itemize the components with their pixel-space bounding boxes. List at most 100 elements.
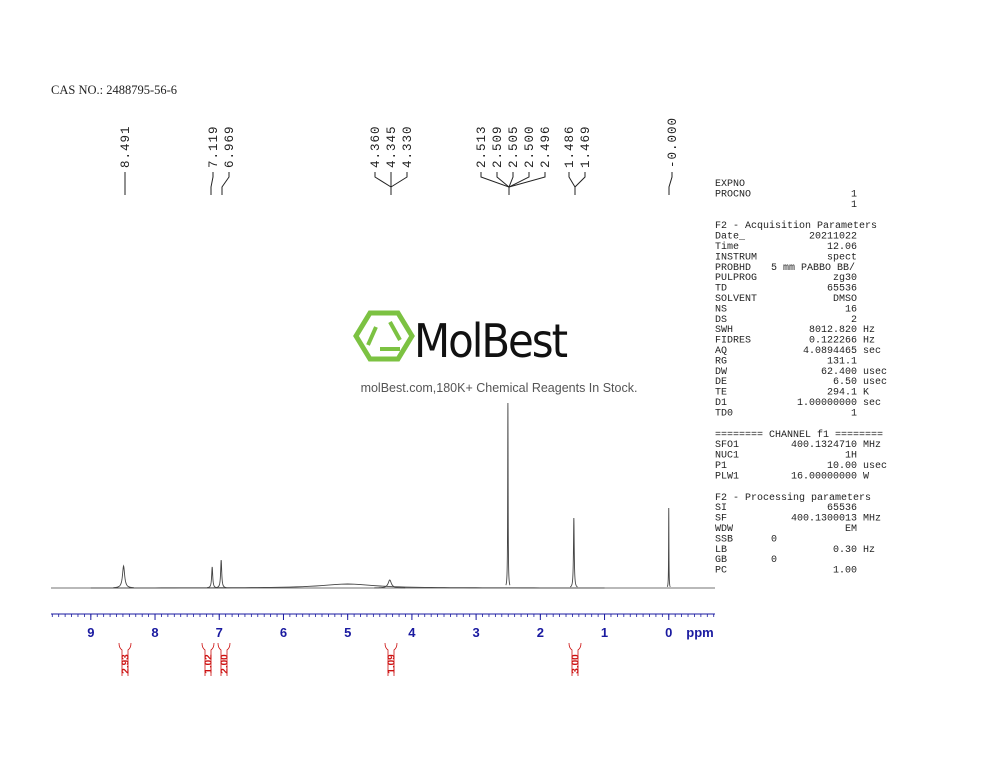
peak-label: 4.345 (385, 125, 399, 168)
peak-label: 8.491 (119, 125, 133, 168)
peak-label: 4.330 (401, 125, 415, 168)
peak-label: 7.119 (207, 125, 221, 168)
peak-connector (508, 172, 514, 195)
x-tick-label: 9 (87, 625, 94, 640)
param-name: Date_ (715, 232, 746, 243)
param-name: NS (715, 304, 727, 315)
param-name: NUC1 (715, 451, 739, 462)
peak-label: 2.505 (507, 125, 521, 168)
param-value: 6.50 (833, 377, 857, 388)
param-name: AQ (715, 346, 727, 357)
x-axis-label: ppm (686, 625, 713, 640)
peak (206, 566, 218, 589)
param-value: 0 (771, 534, 777, 545)
param-name: GB (715, 555, 727, 566)
peak-label: 2.496 (539, 125, 553, 168)
param-value: 1.00000000 (797, 398, 857, 409)
integral-bracket (201, 642, 215, 676)
param-name: ======== CHANNEL f1 ======== (715, 429, 883, 441)
integral-label: 1.02 (204, 654, 215, 674)
param-value: 62.400 (821, 367, 857, 378)
peak (113, 564, 134, 589)
param-name: F2 - Acquisition Parameters (715, 220, 877, 232)
logo-bonds (366, 321, 402, 351)
peak-connector (374, 172, 392, 195)
param-name: SI (715, 503, 727, 514)
param-name: TD0 (715, 408, 733, 419)
param-value: 20211022 (809, 232, 857, 243)
x-tick-label: 5 (344, 625, 351, 640)
peak (505, 402, 511, 586)
peak (666, 507, 671, 588)
peak-label: 1.486 (563, 125, 577, 168)
param-value: 2 (851, 315, 857, 326)
x-tick-label: 2 (537, 625, 544, 640)
x-tick-label: 4 (408, 625, 416, 640)
param-unit: sec (863, 398, 881, 409)
param-name: SF (715, 514, 727, 525)
param-name: INSTRUM (715, 252, 757, 263)
peak-label: 4.360 (369, 125, 383, 168)
peak-label: 2.500 (523, 125, 537, 168)
param-value: 0.30 (833, 545, 857, 556)
param-unit: usec (863, 461, 887, 472)
param-name: TE (715, 388, 727, 399)
param-name: DE (715, 377, 727, 388)
param-name: P1 (715, 461, 727, 472)
param-value: 65536 (827, 284, 857, 295)
param-value: 400.1324710 (791, 440, 857, 451)
integral-label: 1.09 (387, 654, 398, 674)
watermark-brand: MolBest (414, 314, 568, 368)
integral-bracket (118, 642, 132, 676)
watermark: MolBest molBest.com,180K+ Chemical Reage… (353, 310, 638, 395)
param-unit: Hz (863, 336, 875, 347)
param-name: PLW1 (715, 471, 739, 482)
param-value: 16 (845, 304, 857, 315)
peak-connector (508, 172, 546, 195)
peak (90, 583, 605, 589)
peak-connector (568, 172, 576, 195)
peak-connector (390, 172, 408, 195)
param-unit: MHz (863, 440, 881, 451)
x-tick-label: 7 (216, 625, 223, 640)
param-value: 294.1 (827, 388, 857, 399)
param-unit: sec (863, 346, 881, 357)
peak-connector (668, 172, 673, 195)
peak-label: 2.509 (491, 125, 505, 168)
param-name: SOLVENT (715, 294, 757, 305)
param-value: EM (845, 524, 857, 535)
param-value: 5 mm PABBO BB/ (771, 262, 855, 274)
integral-bracket (217, 642, 231, 676)
param-value: 10.00 (827, 461, 857, 472)
x-tick-label: 0 (665, 625, 672, 640)
watermark-tagline: molBest.com,180K+ Chemical Reagents In S… (361, 381, 638, 395)
param-name: DW (715, 367, 727, 378)
param-value: spect (827, 252, 857, 263)
peak-connector (221, 172, 230, 195)
param-value: 400.1300013 (791, 514, 857, 525)
peak-connector (574, 172, 586, 195)
param-unit: usec (863, 377, 887, 388)
x-tick-label: 3 (472, 625, 479, 640)
param-unit: MHz (863, 514, 881, 525)
param-name: TD (715, 284, 727, 295)
param-unit: Hz (863, 545, 875, 556)
param-unit: usec (863, 367, 887, 378)
param-name: PC (715, 566, 727, 577)
peak-label: 1.469 (579, 125, 593, 168)
param-unit: Hz (863, 325, 875, 336)
logo-hexagon (353, 310, 415, 362)
param-value: zg30 (833, 273, 857, 284)
param-value: 1 (851, 200, 857, 211)
integral-bracket (568, 642, 582, 676)
param-value: 131.1 (827, 356, 857, 367)
x-tick-label: 1 (601, 625, 608, 640)
param-value: 4.0894465 (803, 346, 857, 357)
param-value: 12.06 (827, 242, 857, 253)
param-value: 1H (845, 451, 857, 462)
param-value: 16.00000000 (791, 471, 857, 482)
param-name: WDW (715, 524, 733, 535)
param-value: 8012.820 (809, 325, 857, 336)
peak-label: 6.969 (223, 125, 237, 168)
